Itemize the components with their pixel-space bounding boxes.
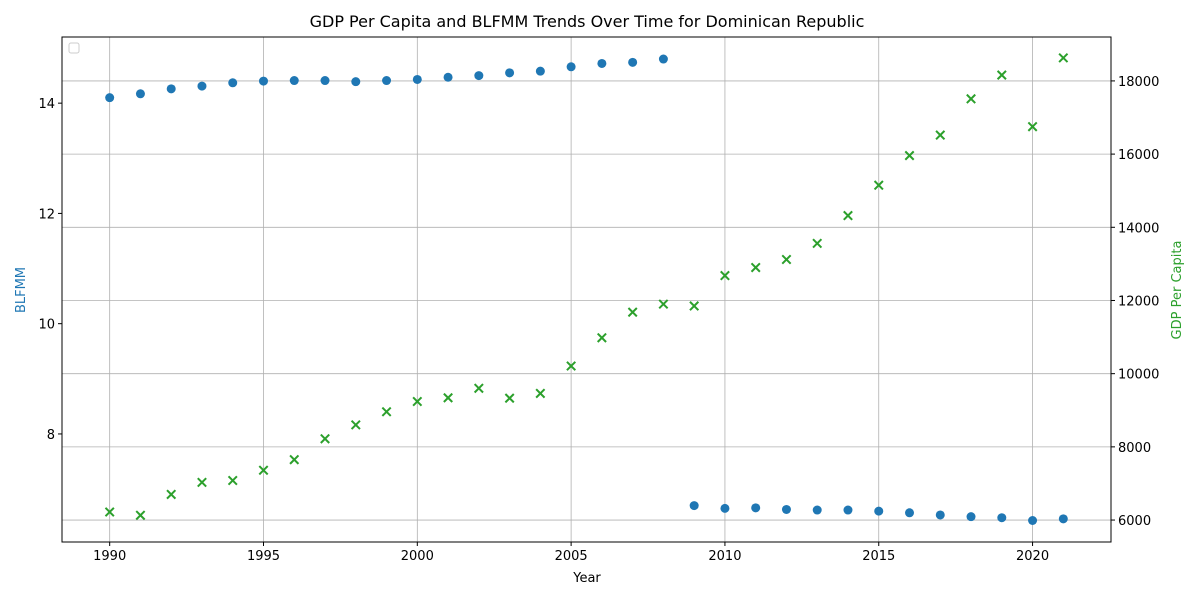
data-points: [104, 52, 1069, 525]
blfmm-point: [720, 503, 730, 513]
blfmm-point: [166, 84, 176, 94]
gdp-point: [1027, 121, 1038, 132]
blfmm-point: [474, 71, 484, 81]
y-right-tick-label: 14000: [1118, 221, 1159, 236]
gdp-point: [750, 262, 761, 273]
x-axis-label: Year: [572, 571, 601, 586]
blfmm-point: [320, 76, 330, 86]
gdp-point: [904, 150, 915, 161]
blfmm-point: [1058, 514, 1068, 524]
blfmm-point: [781, 504, 791, 514]
blfmm-point: [658, 54, 668, 64]
x-tick-label: 1990: [93, 549, 126, 564]
blfmm-point: [535, 66, 545, 76]
gdp-point: [227, 475, 238, 486]
blfmm-point: [289, 76, 299, 86]
gdp-point: [627, 307, 638, 318]
blfmm-point: [966, 512, 976, 522]
gdp-point: [350, 419, 361, 430]
gdp-point: [996, 70, 1007, 80]
gdp-point: [843, 210, 853, 221]
gdp-point: [1058, 52, 1069, 63]
gdp-point: [781, 254, 792, 265]
x-tick-label: 2015: [862, 549, 895, 564]
y-axis-left-label: BLFMM: [14, 267, 29, 313]
blfmm-point: [597, 58, 607, 68]
blfmm-point: [997, 513, 1007, 523]
blfmm-point: [443, 72, 453, 82]
y-right-tick-label: 16000: [1118, 148, 1159, 163]
blfmm-point: [874, 506, 884, 516]
gdp-point: [443, 392, 453, 403]
x-tick-label: 2020: [1016, 549, 1049, 564]
gdp-point: [104, 507, 115, 517]
gdp-point: [197, 477, 207, 488]
gdp-point: [320, 433, 330, 444]
chart-title: GDP Per Capita and BLFMM Trends Over Tim…: [310, 12, 865, 31]
gdp-point: [720, 270, 730, 281]
y-left-tick-label: 14: [38, 97, 55, 112]
blfmm-point: [751, 503, 761, 513]
blfmm-point: [905, 508, 915, 518]
y-axis-right-label: GDP Per Capita: [1170, 241, 1185, 340]
gdp-point: [873, 180, 884, 191]
gdp-point: [966, 93, 976, 104]
x-tick-label: 2005: [555, 549, 588, 564]
blfmm-point: [228, 78, 238, 88]
x-tick-label: 2000: [401, 549, 434, 564]
axis-ticks: 1990 1995 2000 2005 2010 2015 2020 8 10 12 14 6000 8…: [38, 75, 1159, 564]
y-left-tick-label: 8: [47, 428, 55, 443]
gdp-point: [504, 393, 515, 404]
blfmm-point: [105, 93, 115, 103]
blfmm-point: [935, 510, 945, 520]
y-right-tick-label: 10000: [1118, 368, 1159, 383]
gdp-point: [258, 465, 269, 476]
blfmm-point: [258, 76, 268, 86]
gdp-point: [412, 396, 423, 407]
y-left-tick-label: 10: [38, 318, 55, 333]
grid-lines: [62, 37, 1111, 542]
blfmm-point: [843, 505, 853, 515]
blfmm-point: [1028, 515, 1038, 525]
blfmm-point: [351, 77, 361, 87]
gdp-point: [689, 301, 700, 311]
x-tick-label: 2010: [708, 549, 741, 564]
gdp-point: [935, 130, 946, 140]
x-tick-label: 1995: [247, 549, 280, 564]
y-right-tick-label: 6000: [1118, 514, 1151, 529]
gdp-point: [812, 238, 823, 249]
blfmm-point: [689, 501, 699, 511]
gdp-point: [166, 489, 177, 500]
blfmm-point: [812, 505, 822, 515]
legend-box: [68, 42, 80, 54]
y-right-tick-label: 8000: [1118, 441, 1151, 456]
blfmm-point: [197, 81, 207, 91]
plot-frame: [61, 36, 1112, 543]
blfmm-point: [135, 89, 145, 99]
gdp-point: [658, 299, 669, 310]
blfmm-point: [505, 68, 515, 78]
blfmm-point: [628, 57, 638, 67]
blfmm-point: [382, 76, 392, 86]
y-right-tick-label: 18000: [1118, 75, 1159, 90]
gdp-point: [289, 454, 300, 465]
blfmm-point: [412, 74, 422, 84]
blfmm-point: [566, 62, 576, 72]
y-right-tick-label: 12000: [1118, 294, 1159, 309]
gdp-point: [566, 361, 577, 371]
gdp-point: [473, 383, 484, 394]
gdp-point: [381, 406, 392, 417]
y-left-tick-label: 12: [38, 207, 55, 222]
gdp-point: [135, 510, 146, 521]
gdp-point: [596, 332, 607, 343]
gdp-point: [535, 388, 546, 399]
